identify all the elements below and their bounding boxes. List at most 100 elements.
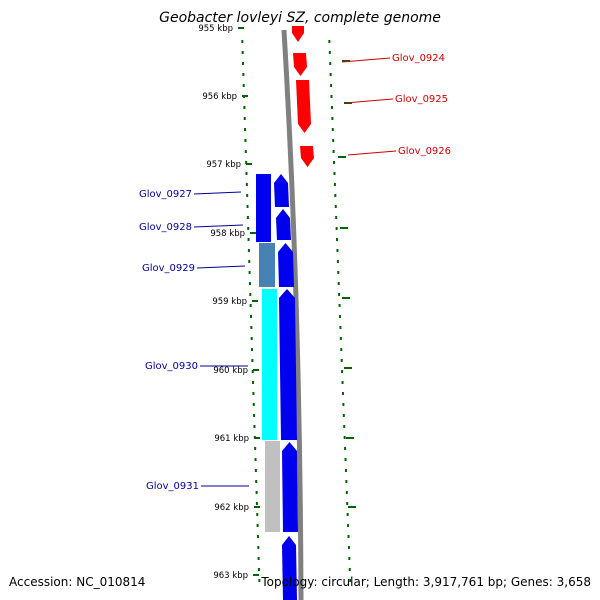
gene-label-glov-0929[interactable]: Glov_0929 (142, 263, 195, 274)
scale-dot (341, 381, 344, 384)
cog-bar (256, 174, 271, 242)
scale-dot (331, 117, 334, 120)
scale-dot (242, 73, 245, 76)
scale-dot (329, 73, 332, 76)
scale-dot (245, 161, 248, 164)
scale-dot (250, 315, 252, 318)
scale-dot (243, 106, 246, 109)
scale-dot (332, 139, 335, 142)
gene-arrows (274, 26, 314, 600)
scale-tick-label: 959 kbp (212, 297, 247, 307)
scale-tick-label: 960 kbp (213, 366, 248, 376)
gene-arrow[interactable] (300, 146, 314, 167)
scale-dot (341, 370, 344, 373)
scale-dot (336, 249, 339, 252)
scale-dot (255, 491, 258, 494)
gene-arrow[interactable] (292, 26, 304, 42)
scale-dot (344, 469, 347, 472)
scale-dot (339, 326, 342, 329)
scale-dot (333, 183, 336, 186)
scale-dot (328, 51, 331, 54)
scale-dot (344, 447, 347, 450)
scale-tick-label: 961 kbp (214, 434, 249, 444)
scale-dot (328, 40, 331, 43)
scale-dot (340, 348, 343, 351)
scale-dot (257, 546, 260, 549)
gene-arrow[interactable] (293, 53, 307, 76)
scale-dot (342, 403, 345, 406)
genome-backbone (281, 29, 304, 600)
scale-dot (344, 458, 347, 461)
scale-ticks: 955 kbp 956 kbp 957 kbp 958 kbp 959 kbp 960 k… (198, 24, 260, 581)
cog-bar (265, 441, 280, 532)
genome-summary: Topology: circular; Length: 3,917,761 bp… (261, 575, 591, 589)
scale-dot (253, 425, 256, 428)
scale-dot (346, 502, 349, 505)
scale-dot (250, 337, 253, 340)
scale-dot (332, 150, 335, 153)
scale-dot (256, 524, 259, 527)
scale-dot (242, 84, 245, 87)
scale-dot (338, 293, 341, 296)
gene-arrow[interactable] (296, 80, 311, 133)
gene-arrow[interactable] (276, 209, 291, 240)
scale-dot (342, 414, 345, 417)
scale-dot (330, 95, 333, 98)
scale-dot (244, 150, 247, 153)
gene-label-glov-0930[interactable]: Glov_0930 (145, 361, 198, 372)
scale-dot (252, 403, 255, 406)
scale-tick-label: 958 kbp (210, 229, 245, 239)
scale-tick-label: 956 kbp (202, 92, 237, 102)
gene-leader-line (196, 265, 246, 269)
scale-dot (334, 194, 337, 197)
scale-dot (340, 359, 343, 362)
scale-dot (337, 271, 340, 274)
gene-arrow[interactable] (279, 289, 297, 440)
scale-dot (253, 414, 256, 417)
scale-dot (254, 447, 257, 450)
gene-arrow[interactable] (274, 174, 289, 207)
scale-dot (246, 194, 249, 197)
scale-dot (333, 172, 336, 175)
scale-dot (339, 315, 341, 318)
gene-label-glov-0924[interactable]: Glov_0924 (392, 53, 445, 64)
scale-dot (330, 106, 333, 109)
scale-tick-label: 957 kbp (206, 160, 241, 170)
gene-leader-line (347, 150, 397, 156)
gene-leader-line (341, 57, 391, 63)
scale-dot (330, 84, 333, 87)
scale-dot (349, 579, 352, 582)
scale-dot (248, 271, 251, 274)
scale-dot (247, 227, 250, 230)
scale-dot (244, 128, 247, 131)
scale-dot (346, 513, 349, 516)
scale-dot (345, 491, 348, 494)
scale-dot (246, 216, 249, 219)
scale-dot (249, 293, 252, 296)
scale-dot (256, 513, 259, 516)
gene-label-glov-0927[interactable]: Glov_0927 (139, 189, 192, 200)
gene-label-glov-0931[interactable]: Glov_0931 (146, 481, 199, 492)
scale-dot (257, 568, 260, 571)
scale-dot (334, 205, 337, 208)
scale-dot (255, 502, 258, 505)
scale-dot (329, 62, 332, 65)
gene-label-glov-0925[interactable]: Glov_0925 (395, 94, 448, 105)
scale-tick-label: 963 kbp (213, 571, 248, 581)
cog-bar (259, 243, 275, 287)
gene-arrow[interactable] (282, 536, 297, 600)
scale-dot (336, 238, 339, 241)
gene-arrow[interactable] (282, 442, 298, 532)
scale-dot (248, 260, 251, 263)
scale-dot (335, 216, 338, 219)
scale-dot (243, 117, 246, 120)
gene-label-glov-0926[interactable]: Glov_0926 (398, 146, 451, 157)
scale-dot (339, 337, 342, 340)
gene-label-glov-0928[interactable]: Glov_0928 (139, 222, 192, 233)
scale-dot (258, 579, 261, 582)
scale-dot (336, 260, 339, 263)
scale-dot (348, 568, 351, 571)
scale-dot (347, 535, 350, 538)
gene-arrow[interactable] (278, 243, 294, 287)
